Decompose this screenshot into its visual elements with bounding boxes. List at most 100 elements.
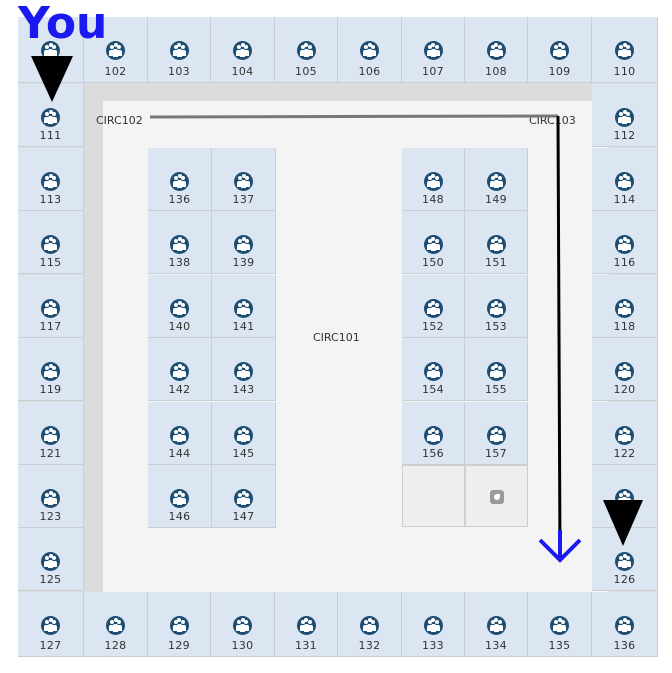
people-group-icon [41, 172, 60, 191]
room-133[interactable]: 133 [402, 592, 465, 657]
room-150[interactable]: 150 [402, 211, 465, 274]
room-number: 142 [168, 383, 191, 396]
room-number: 143 [232, 383, 255, 396]
room-number: 106 [358, 65, 381, 78]
room[interactable] [402, 465, 465, 527]
room-146[interactable]: 146 [148, 465, 212, 528]
room-127[interactable]: 127 [18, 592, 84, 657]
people-group-icon [615, 552, 634, 571]
room-144[interactable]: 144 [148, 402, 212, 465]
room-110[interactable]: 110 [592, 17, 658, 83]
room-116[interactable]: 116 [592, 211, 658, 274]
room-number: 112 [613, 129, 636, 142]
room-number: 110 [613, 65, 636, 78]
people-group-icon [234, 172, 253, 191]
room-number: 126 [613, 573, 636, 586]
room-151[interactable]: 151 [465, 211, 528, 274]
room-130[interactable]: 130 [211, 592, 275, 657]
room-128[interactable]: 128 [84, 592, 148, 657]
room-number: 136 [613, 639, 636, 652]
room-148[interactable]: 148 [402, 148, 465, 211]
room-106[interactable]: 106 [338, 17, 402, 83]
room-114[interactable]: 114 [592, 148, 658, 211]
room-138[interactable]: 138 [148, 211, 212, 274]
room-104[interactable]: 104 [211, 17, 275, 83]
room-105[interactable]: 105 [275, 17, 338, 83]
room-number: 132 [358, 639, 381, 652]
room[interactable] [465, 465, 528, 527]
room-139[interactable]: 139 [212, 211, 276, 274]
people-group-icon [296, 41, 316, 60]
people-group-icon [106, 41, 125, 60]
room-number: 141 [232, 320, 255, 333]
room-137[interactable]: 137 [212, 148, 276, 211]
room-109[interactable]: 109 [528, 17, 592, 83]
people-group-icon [423, 616, 443, 635]
room-145[interactable]: 145 [212, 402, 276, 465]
people-group-icon [486, 172, 506, 191]
room-117[interactable]: 117 [18, 275, 84, 338]
room-140[interactable]: 140 [148, 275, 212, 338]
room-number: 123 [39, 510, 62, 523]
room-number: 151 [485, 256, 507, 269]
room-143[interactable]: 143 [212, 338, 276, 401]
room-number: 127 [39, 639, 62, 652]
room-number: 154 [422, 383, 444, 396]
room-number: 145 [232, 447, 255, 460]
room-135[interactable]: 135 [528, 592, 592, 657]
room-121[interactable]: 121 [18, 402, 84, 465]
people-group-icon [41, 616, 60, 635]
room-number: 103 [168, 65, 190, 78]
room-number: 125 [39, 573, 62, 586]
room-number: 104 [231, 65, 254, 78]
room-108[interactable]: 108 [465, 17, 528, 83]
room-number: 116 [613, 256, 636, 269]
room-156[interactable]: 156 [402, 402, 465, 465]
room-142[interactable]: 142 [148, 338, 212, 401]
room-125[interactable]: 125 [18, 528, 84, 591]
room-number: 152 [422, 320, 444, 333]
room-102[interactable]: 102 [84, 17, 148, 83]
room-123[interactable]: 123 [18, 465, 84, 528]
people-group-icon [41, 299, 60, 318]
people-group-icon [41, 235, 60, 254]
people-group-icon [234, 299, 253, 318]
circ101-label: CIRC101 [313, 331, 360, 344]
room-149[interactable]: 149 [465, 148, 528, 211]
room-157[interactable]: 157 [465, 402, 528, 465]
room-152[interactable]: 152 [402, 275, 465, 338]
room-154[interactable]: 154 [402, 338, 465, 401]
people-group-icon [169, 41, 189, 60]
people-group-icon [486, 235, 506, 254]
room-147[interactable]: 147 [212, 465, 276, 528]
room-134[interactable]: 134 [465, 592, 528, 657]
room-number: 122 [613, 447, 636, 460]
room-number: 105 [295, 65, 317, 78]
room-141[interactable]: 141 [212, 275, 276, 338]
room-129[interactable]: 129 [148, 592, 211, 657]
room-107[interactable]: 107 [402, 17, 465, 83]
people-group-icon [169, 616, 189, 635]
room-155[interactable]: 155 [465, 338, 528, 401]
room-number: 107 [422, 65, 444, 78]
route-segment-horizontal [149, 114, 559, 119]
room-103[interactable]: 103 [148, 17, 211, 83]
room-115[interactable]: 115 [18, 211, 84, 274]
room-118[interactable]: 118 [592, 275, 658, 338]
people-group-icon [296, 616, 316, 635]
room-132[interactable]: 132 [338, 592, 402, 657]
room-119[interactable]: 119 [18, 338, 84, 401]
room-131[interactable]: 131 [275, 592, 338, 657]
people-group-icon [615, 41, 634, 60]
people-group-icon [615, 426, 634, 445]
room-113[interactable]: 113 [18, 148, 84, 211]
room-153[interactable]: 153 [465, 275, 528, 338]
room-112[interactable]: 112 [592, 84, 658, 147]
room-number: 131 [295, 639, 317, 652]
room-122[interactable]: 122 [592, 402, 658, 465]
room-120[interactable]: 120 [592, 338, 658, 401]
room-number: 130 [231, 639, 254, 652]
room-number: 128 [104, 639, 127, 652]
room-136[interactable]: 136 [148, 148, 212, 211]
room-136[interactable]: 136 [592, 592, 658, 657]
